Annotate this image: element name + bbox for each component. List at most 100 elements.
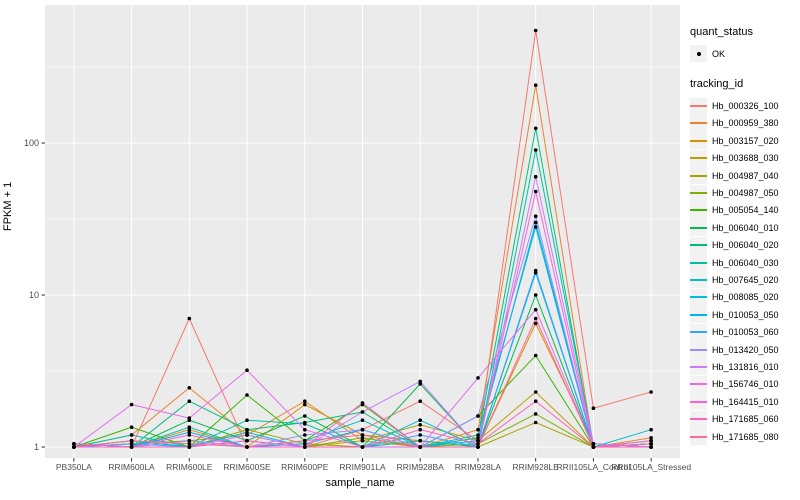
- legend-item-label: Hb_007645_020: [712, 274, 779, 285]
- data-point: [187, 445, 192, 449]
- data-point: [533, 293, 538, 297]
- data-point: [533, 316, 538, 321]
- data-point: [476, 427, 480, 432]
- data-point: [476, 438, 480, 443]
- x-axis-title: sample_name: [325, 477, 395, 489]
- legend-line-swatch: [690, 114, 707, 132]
- data-point: [360, 427, 365, 432]
- legend-item-label: Hb_013420_050: [712, 344, 779, 355]
- legend-item-label: Hb_010053_050: [712, 309, 779, 320]
- data-point: [533, 83, 538, 87]
- legend-item-Hb_004987_040: Hb_004987_040: [690, 167, 798, 185]
- x-tick-label: RRIM600LE: [166, 462, 213, 472]
- data-point: [245, 445, 249, 449]
- legend-line-swatch: [690, 323, 707, 341]
- legend-item-label: Hb_006040_010: [712, 222, 779, 233]
- x-tick-label: RRIM600SE: [223, 462, 271, 472]
- data-point: [303, 399, 307, 404]
- x-tick-label: RRIM600LA: [108, 462, 155, 472]
- data-point: [129, 445, 134, 449]
- data-point: [476, 414, 480, 418]
- line-swatch-icon: [690, 139, 707, 142]
- legend-item-label: Hb_003157_020: [712, 135, 779, 146]
- data-point: [303, 445, 307, 449]
- data-point: [649, 438, 653, 443]
- data-point: [533, 148, 538, 152]
- line-swatch-icon: [690, 348, 707, 351]
- legend-line-swatch: [690, 271, 707, 289]
- data-point: [360, 410, 365, 414]
- legend-item-Hb_006040_030: Hb_006040_030: [690, 254, 798, 272]
- data-point: [303, 414, 307, 418]
- data-point: [187, 416, 192, 420]
- data-point: [533, 225, 538, 229]
- data-point: [649, 390, 653, 394]
- legend-line-swatch: [690, 358, 707, 376]
- data-point: [476, 376, 480, 380]
- legend-items-quant-status: OK: [690, 45, 798, 63]
- y-axis-title: FPKM + 1: [2, 181, 14, 231]
- line-swatch-icon: [690, 331, 707, 334]
- x-tick-label: RRIM928BA: [397, 462, 445, 472]
- data-point: [129, 433, 134, 437]
- legend-item-label: Hb_004987_040: [712, 170, 779, 181]
- legend-line-swatch: [690, 219, 707, 237]
- data-point: [303, 402, 307, 407]
- legend-item-Hb_010053_060: Hb_010053_060: [690, 323, 798, 341]
- data-point: [533, 321, 538, 326]
- legend-item-Hb_000326_100: Hb_000326_100: [690, 97, 798, 115]
- legend-item-label: Hb_010053_060: [712, 327, 779, 338]
- data-point: [360, 433, 365, 437]
- legend-item-Hb_007645_020: Hb_007645_020: [690, 271, 798, 289]
- line-swatch-icon: [690, 400, 707, 403]
- data-point: [187, 386, 192, 390]
- legend-item-label: Hb_000959_380: [712, 118, 779, 129]
- legend-item-Hb_013420_050: Hb_013420_050: [690, 341, 798, 359]
- line-swatch-icon: [690, 226, 707, 229]
- data-point: [303, 442, 307, 446]
- data-point: [418, 379, 423, 384]
- data-point: [533, 412, 538, 416]
- legend-item-Hb_006040_020: Hb_006040_020: [690, 236, 798, 254]
- x-tick-label: RRIM600PE: [281, 462, 329, 472]
- legend-line-swatch: [690, 428, 707, 445]
- legend-line-swatch: [690, 236, 707, 254]
- x-tick-label: RRIM928LE: [513, 462, 560, 472]
- data-point: [129, 425, 134, 430]
- legend-item-Hb_000959_380: Hb_000959_380: [690, 114, 798, 132]
- data-point: [649, 445, 653, 449]
- legend-line-swatch: [690, 410, 707, 428]
- legend-line-swatch: [690, 393, 707, 411]
- data-point: [591, 445, 596, 449]
- x-tick-label: RRIM901LA: [339, 462, 386, 472]
- data-point: [533, 307, 538, 312]
- data-point: [187, 433, 192, 437]
- data-point: [187, 430, 192, 435]
- legend-line-swatch: [690, 97, 707, 115]
- data-point: [649, 442, 653, 446]
- data-point: [129, 442, 134, 446]
- legend-line-swatch: [690, 167, 707, 185]
- legend-item-label: Hb_006040_020: [712, 240, 779, 251]
- legend-line-swatch: [690, 201, 707, 219]
- data-point: [303, 433, 307, 437]
- legend-item-label: Hb_171685_060: [712, 414, 779, 425]
- line-swatch-icon: [690, 122, 707, 125]
- data-point: [303, 438, 307, 443]
- data-point: [245, 438, 249, 443]
- x-tick-label: RRII105LA_Control: [557, 462, 631, 472]
- data-point: [533, 174, 538, 179]
- data-point: [533, 126, 538, 131]
- data-point: [533, 390, 538, 394]
- legend-title-quant-status: quant_status: [690, 26, 753, 38]
- legend-item-Hb_003688_030: Hb_003688_030: [690, 149, 798, 167]
- data-point: [245, 427, 249, 432]
- line-swatch-icon: [690, 418, 707, 421]
- data-point: [72, 445, 76, 449]
- legend-item-label: Hb_000326_100: [712, 101, 779, 112]
- x-tick-label: PB350LA: [56, 462, 92, 472]
- line-swatch-icon: [690, 383, 707, 386]
- data-point: [533, 420, 538, 425]
- legend-item-label: Hb_003688_030: [712, 153, 779, 164]
- legend-line-swatch: [690, 254, 707, 272]
